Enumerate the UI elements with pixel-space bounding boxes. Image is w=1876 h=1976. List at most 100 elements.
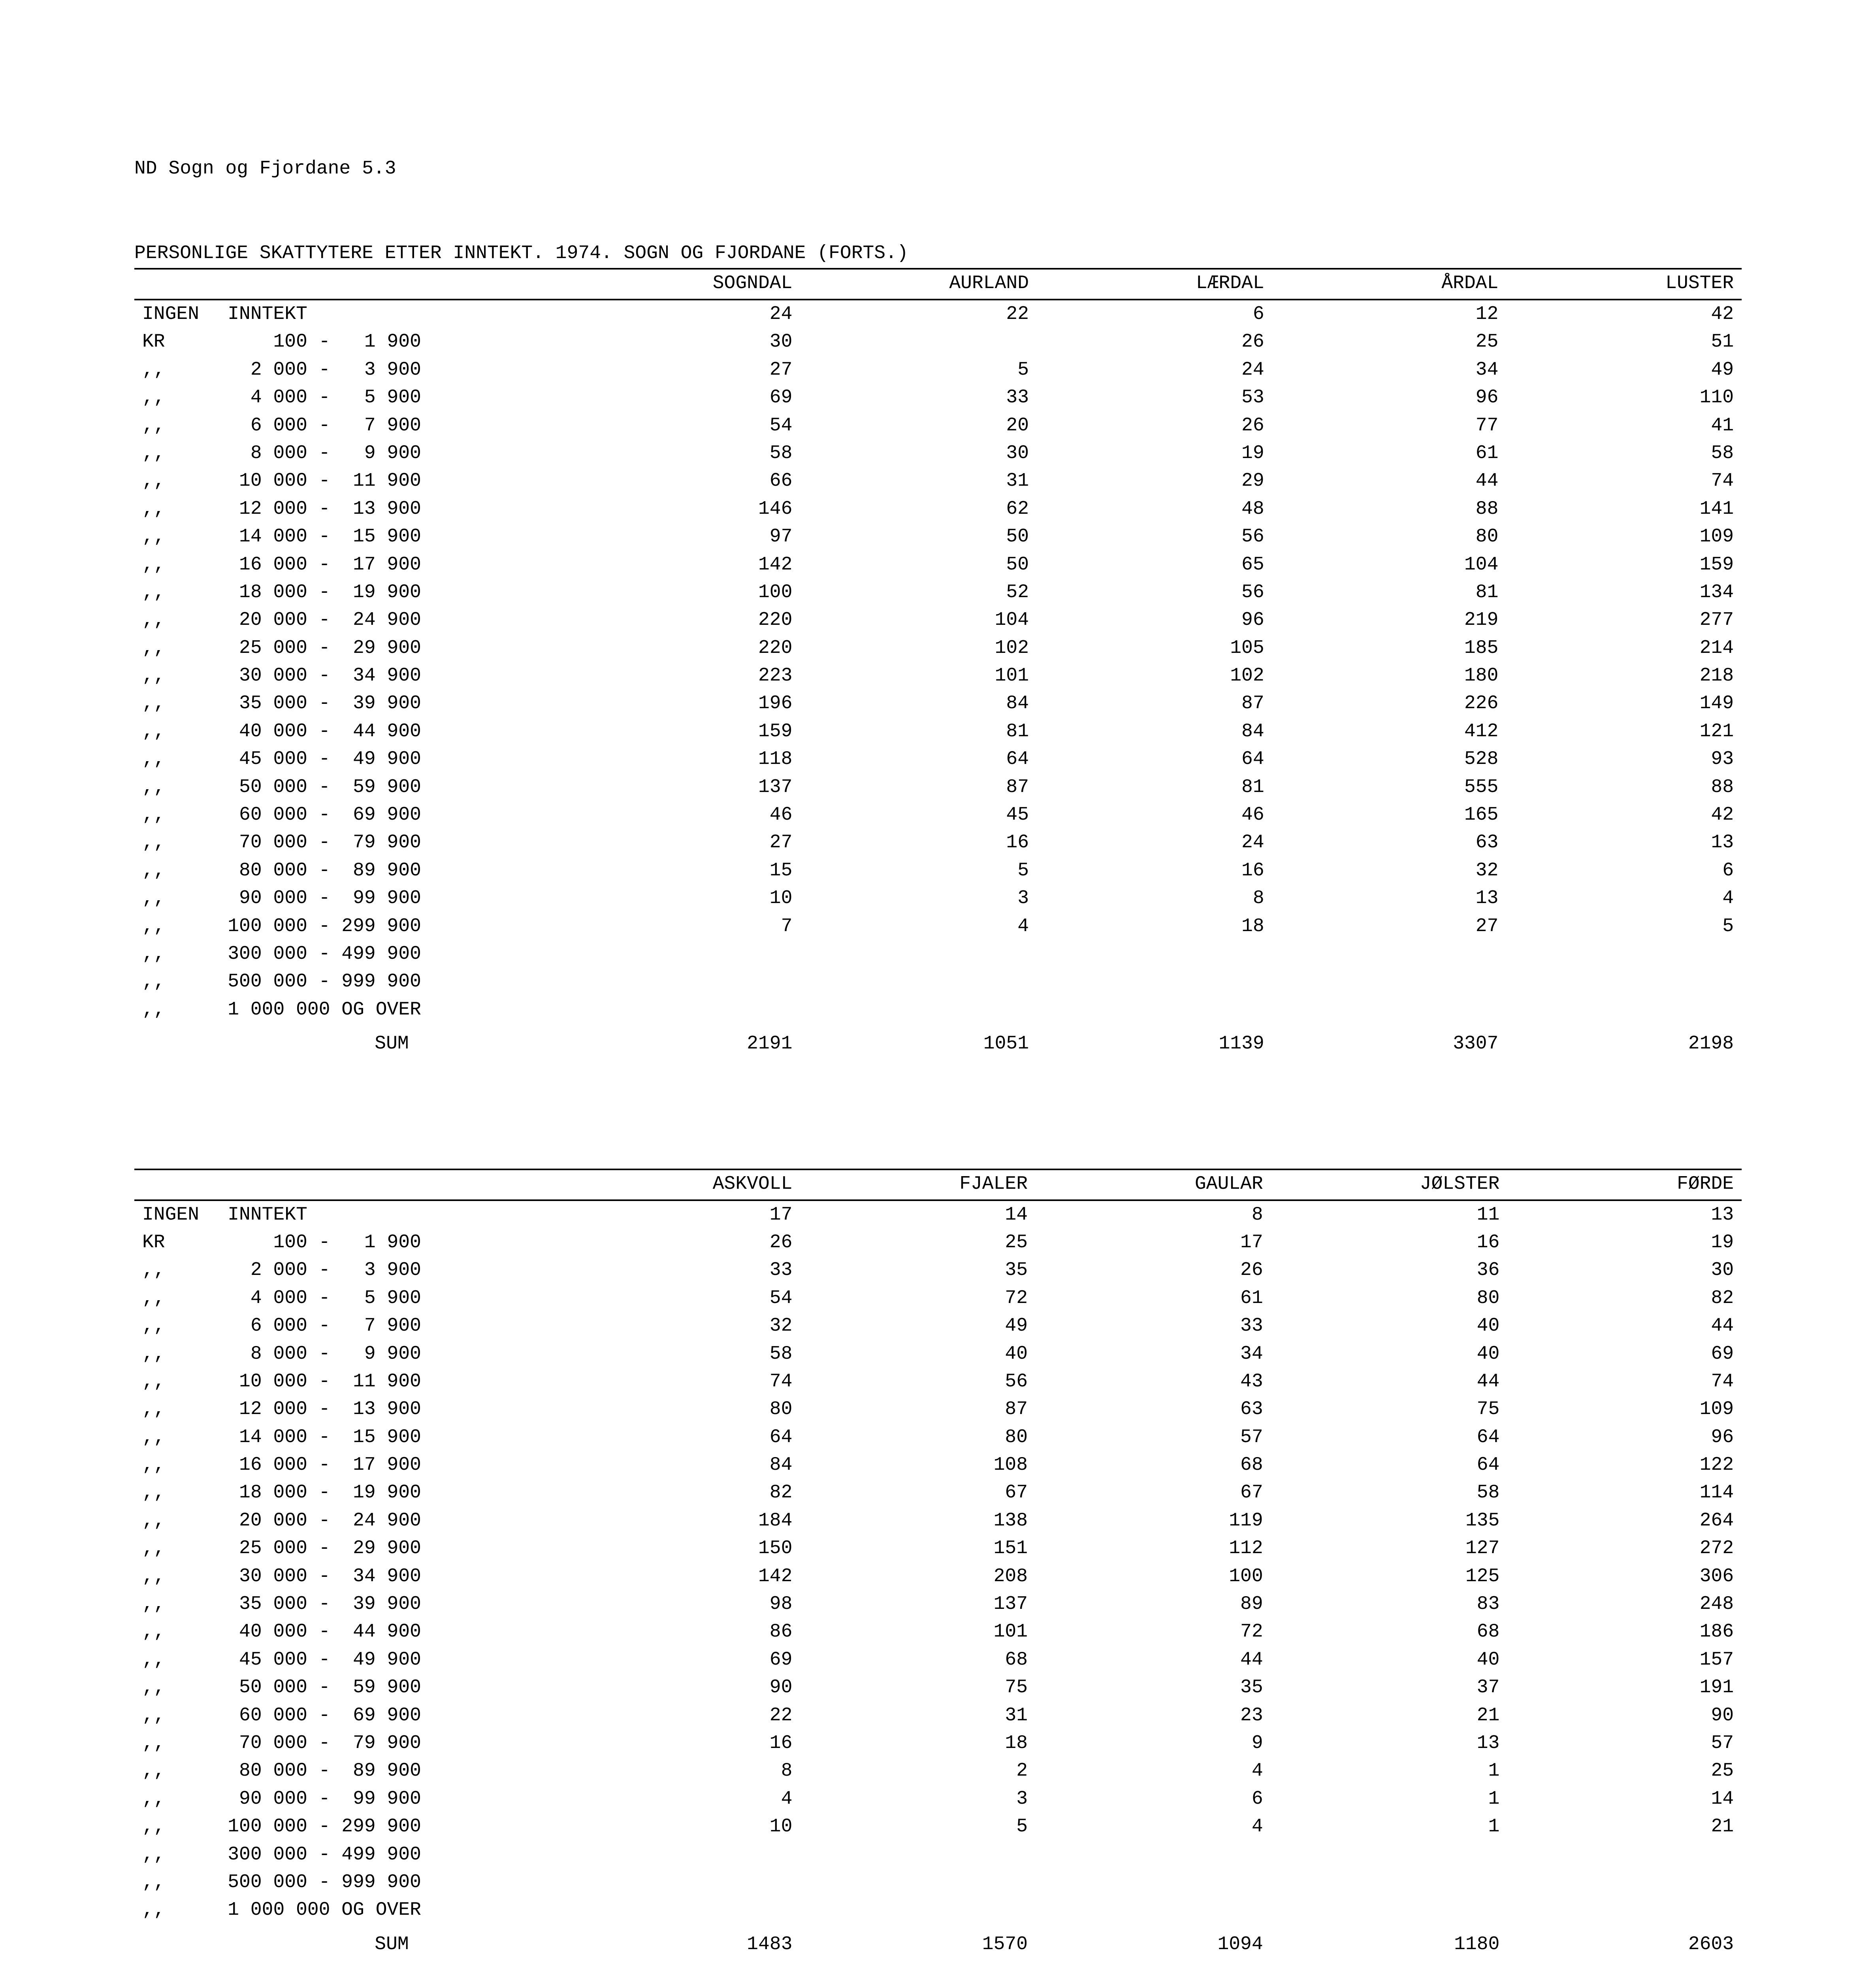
data-cell: 13 — [1271, 1729, 1508, 1757]
data-cell: 6 — [1506, 857, 1742, 884]
data-cell: 184 — [564, 1507, 801, 1535]
data-cell: 25 — [800, 1229, 1036, 1256]
table-row: ,, 60 000 - 69 90046454616542 — [134, 801, 1742, 829]
table-row: ,, 6 000 - 7 9005420267741 — [134, 412, 1742, 439]
row-range: INNTEKT — [220, 300, 564, 328]
table-row: ,,500 000 - 999 900 — [134, 1869, 1742, 1896]
row-prefix: ,, — [134, 1813, 220, 1840]
row-prefix: ,, — [134, 1896, 220, 1924]
row-prefix: ,, — [134, 1507, 220, 1535]
data-cell: 118 — [564, 745, 801, 773]
row-range: 300 000 - 499 900 — [220, 940, 564, 968]
data-cell — [1271, 1869, 1508, 1896]
data-cell — [1037, 940, 1272, 968]
row-prefix: ,, — [134, 1590, 220, 1618]
data-cell — [1037, 968, 1272, 996]
table-row: ,, 16 000 - 17 9001425065104159 — [134, 551, 1742, 579]
row-range: 8 000 - 9 900 — [220, 439, 564, 467]
data-cell: 24 — [1037, 356, 1272, 384]
data-cell: 50 — [800, 551, 1037, 579]
data-cell: 125 — [1271, 1563, 1508, 1590]
row-range: 14 000 - 15 900 — [220, 523, 564, 551]
data-cell: 27 — [1272, 913, 1507, 940]
data-cell — [564, 996, 801, 1024]
data-cell: 96 — [1272, 384, 1507, 411]
table-row: ,,100 000 - 299 9007418275 — [134, 913, 1742, 940]
data-cell: 122 — [1507, 1451, 1742, 1479]
table-row: ,, 30 000 - 34 900142208100125306 — [134, 1563, 1742, 1590]
data-cell: 75 — [1271, 1395, 1508, 1423]
row-range: 90 000 - 99 900 — [220, 1785, 564, 1813]
row-range: 4 000 - 5 900 — [220, 384, 564, 411]
data-cell: 41 — [1506, 412, 1742, 439]
data-cell: 84 — [564, 1451, 801, 1479]
data-cell: 306 — [1507, 1563, 1742, 1590]
data-cell — [800, 1869, 1036, 1896]
data-cell: 20 — [800, 412, 1037, 439]
data-cell: 21 — [1507, 1813, 1742, 1840]
data-cell: 46 — [1037, 801, 1272, 829]
data-cell: 68 — [1271, 1618, 1508, 1646]
data-cell: 74 — [1506, 467, 1742, 495]
data-cell: 6 — [1036, 1785, 1271, 1813]
row-prefix: ,, — [134, 439, 220, 467]
data-cell: 104 — [1272, 551, 1507, 579]
data-cell: 100 — [1036, 1563, 1271, 1590]
table-row: ,, 80 000 - 89 90015516326 — [134, 857, 1742, 884]
data-cell: 84 — [1037, 718, 1272, 745]
row-prefix: ,, — [134, 884, 220, 912]
data-cell: 43 — [1036, 1368, 1271, 1395]
row-prefix: ,, — [134, 745, 220, 773]
data-cell: 40 — [1271, 1312, 1508, 1340]
row-range: 50 000 - 59 900 — [220, 1674, 564, 1701]
column-header: JØLSTER — [1271, 1169, 1508, 1200]
sum-cell: 2603 — [1507, 1924, 1742, 1958]
data-cell: 4 — [1036, 1813, 1271, 1840]
data-cell: 185 — [1272, 634, 1507, 662]
data-cell: 4 — [1506, 884, 1742, 912]
table-row: ,, 16 000 - 17 900841086864122 — [134, 1451, 1742, 1479]
row-range: 100 000 - 299 900 — [220, 913, 564, 940]
data-cell: 10 — [564, 1813, 801, 1840]
data-cell — [1507, 1896, 1742, 1924]
data-cell: 68 — [1036, 1451, 1271, 1479]
data-cell: 134 — [1506, 579, 1742, 606]
data-cell: 16 — [564, 1729, 801, 1757]
data-cell: 3 — [800, 1785, 1036, 1813]
data-cell — [1507, 1841, 1742, 1869]
table-row: ,, 14 000 - 15 9006480576496 — [134, 1424, 1742, 1451]
row-range: 45 000 - 49 900 — [220, 745, 564, 773]
data-cell: 49 — [1506, 356, 1742, 384]
row-range: 2 000 - 3 900 — [220, 1256, 564, 1284]
data-cell: 412 — [1272, 718, 1507, 745]
row-range: 500 000 - 999 900 — [220, 968, 564, 996]
row-prefix: ,, — [134, 634, 220, 662]
row-prefix: ,, — [134, 1395, 220, 1423]
row-prefix: ,, — [134, 913, 220, 940]
table-row: ,, 45 000 - 49 900118646452893 — [134, 745, 1742, 773]
data-cell: 101 — [800, 1618, 1036, 1646]
data-cell: 83 — [1271, 1590, 1508, 1618]
data-cell: 4 — [1036, 1757, 1271, 1785]
column-header: GAULAR — [1036, 1169, 1271, 1200]
table-row: INGENINNTEKT171481113 — [134, 1200, 1742, 1229]
data-cell: 121 — [1506, 718, 1742, 745]
row-prefix: ,, — [134, 384, 220, 411]
data-cell: 23 — [1036, 1702, 1271, 1729]
table-row: ,, 35 000 - 39 900981378983248 — [134, 1590, 1742, 1618]
table-row: ,,300 000 - 499 900 — [134, 940, 1742, 968]
data-cell: 220 — [564, 634, 801, 662]
data-cell: 112 — [1036, 1535, 1271, 1562]
data-cell: 18 — [800, 1729, 1036, 1757]
data-cell: 11 — [1271, 1200, 1508, 1229]
data-cell: 80 — [1271, 1284, 1508, 1312]
data-cell: 33 — [1036, 1312, 1271, 1340]
data-cell: 32 — [1272, 857, 1507, 884]
data-cell: 272 — [1507, 1535, 1742, 1562]
data-cell: 74 — [1507, 1368, 1742, 1395]
data-cell: 44 — [1272, 467, 1507, 495]
row-prefix: ,, — [134, 857, 220, 884]
data-cell: 159 — [1506, 551, 1742, 579]
data-cell: 196 — [564, 690, 801, 717]
table-row: ,, 12 000 - 13 900146624888141 — [134, 495, 1742, 523]
